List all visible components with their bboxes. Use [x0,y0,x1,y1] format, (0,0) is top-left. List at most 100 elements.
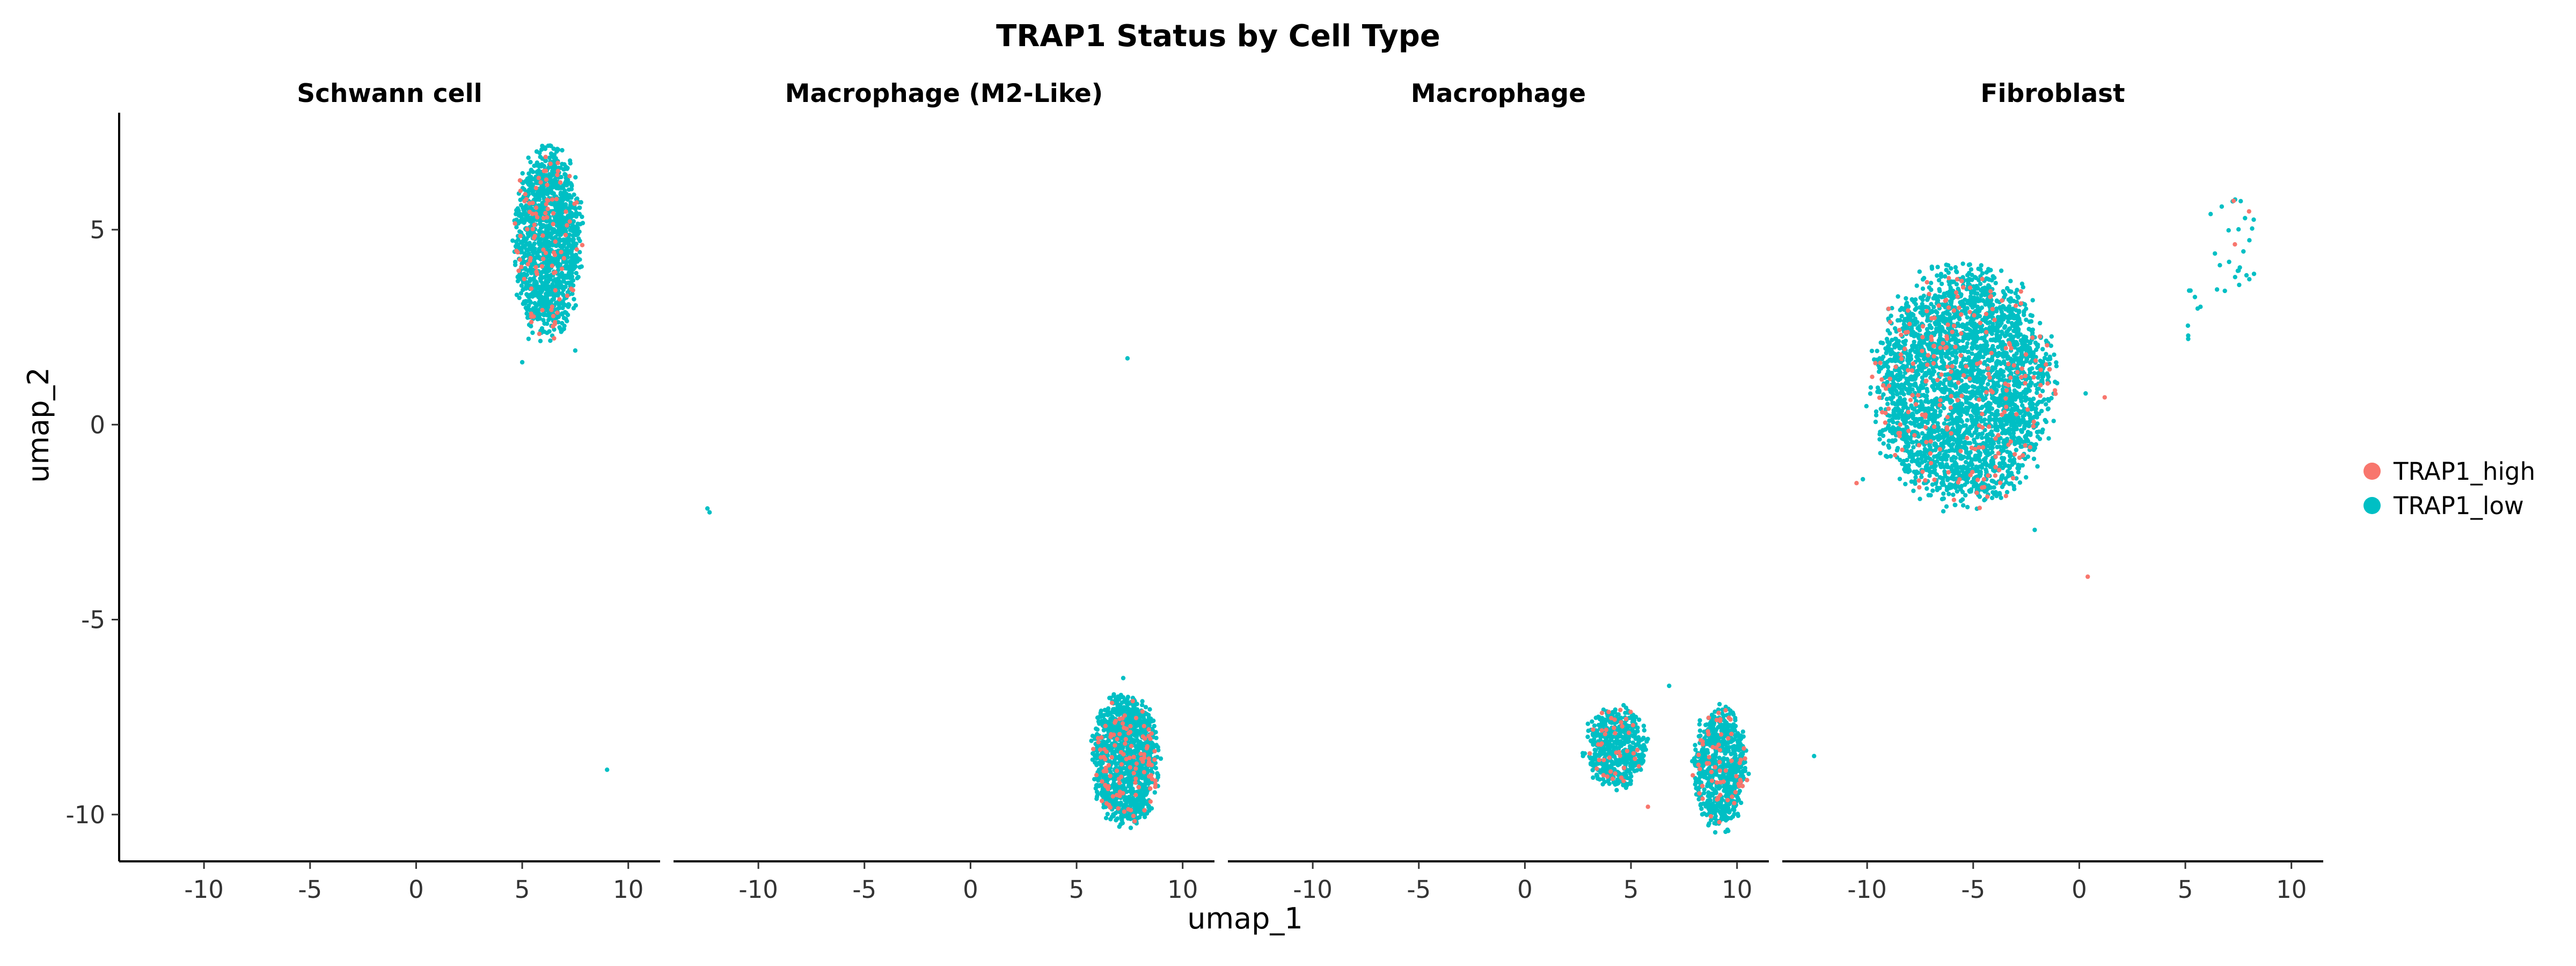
point-trap1-low [1594,772,1599,777]
point-trap1-low [541,318,546,323]
x-tick-label: -10 [1847,875,1887,904]
point-trap1-low [546,223,552,228]
point-trap1-low [568,181,573,186]
point-trap1-high [1606,709,1611,714]
point-trap1-low [1724,788,1729,793]
point-trap1-low [573,348,578,353]
point-trap1-low [532,282,537,287]
point-trap1-low [565,247,569,252]
point-trap1-low [560,148,565,153]
point-trap1-high [525,262,530,267]
point-trap1-low [556,218,561,224]
x-tick-label: -5 [852,875,876,904]
point-trap1-low [539,147,544,152]
point-trap1-low [570,233,576,238]
point-trap1-low [537,237,542,241]
point-trap1-low [1960,338,1965,343]
point-trap1-low [551,191,557,196]
point-trap1-high [1098,747,1103,752]
point-trap1-low [530,182,535,187]
point-trap1-low [1741,734,1746,739]
point-trap1-low [561,286,566,291]
point-trap1-low [520,239,525,244]
point-trap1-low [1593,715,1598,720]
point-trap1-low [1965,418,1970,423]
point-trap1-high [1726,736,1731,741]
point-trap1-high [1123,741,1128,746]
point-trap1-low [534,180,539,185]
point-trap1-high [545,182,550,187]
point-trap1-high [529,319,534,325]
point-trap1-low [1616,781,1621,786]
point-trap1-low [526,217,531,222]
point-trap1-high [514,248,519,253]
point-trap1-high [1700,739,1705,744]
point-trap1-low [1710,793,1715,798]
point-trap1-high [1141,770,1147,775]
point-trap1-high [1630,723,1636,728]
point-trap1-low [537,211,541,216]
point-trap1-low [540,188,545,193]
point-trap1-low [524,211,529,216]
point-trap1-low [554,280,559,285]
point-trap1-low [557,239,562,244]
point-trap1-low [526,155,531,160]
point-trap1-high [1148,786,1153,791]
point-trap1-high [1594,766,1599,771]
point-trap1-low [1600,723,1605,728]
facet-strip-label: Macrophage [1411,79,1586,108]
point-trap1-high [1608,769,1613,774]
point-trap1-low [1614,788,1619,793]
point-trap1-low [560,312,565,317]
point-trap1-high [1626,730,1631,735]
point-trap1-high [1707,755,1711,760]
point-trap1-low [1132,733,1137,738]
point-trap1-low [1700,757,1704,762]
x-tick-label: -10 [184,875,224,904]
point-trap1-low [542,299,547,305]
point-trap1-low [531,251,536,255]
point-trap1-high [1614,750,1619,755]
point-trap1-low [1699,773,1703,778]
point-trap1-low [559,270,565,276]
point-trap1-high [1113,719,1118,723]
point-trap1-low [579,200,583,205]
point-trap1-low [535,194,540,199]
point-trap1-low [1864,404,1869,408]
point-trap1-low [1941,491,1946,496]
point-trap1-high [518,188,523,193]
point-trap1-low [518,203,524,208]
point-trap1-high [1106,787,1110,792]
point-trap1-high [543,251,548,255]
point-trap1-low [1104,734,1109,738]
point-trap1-low [1622,741,1627,747]
point-trap1-high [551,211,556,216]
point-trap1-high [1116,777,1122,781]
point-trap1-high [533,186,539,191]
point-trap1-low [2000,485,2005,489]
point-trap1-low [575,225,580,231]
point-trap1-low [1898,308,1902,312]
point-trap1-high [1134,761,1139,766]
point-trap1-low [1718,725,1723,730]
point-trap1-low [550,181,555,186]
point-trap1-high [528,258,532,263]
point-trap1-high [1109,755,1114,760]
point-trap1-low [1899,313,1904,319]
point-trap1-high [555,172,560,178]
point-trap1-high [1133,780,1138,785]
point-trap1-high [1732,801,1737,806]
facet-panel: Fibroblast-10 -5 0 5 10 [1782,79,2323,904]
point-trap1-low [528,159,533,165]
point-trap1-low [1135,745,1139,751]
x-tick-label: 5 [515,875,530,904]
point-trap1-low [570,239,576,244]
point-trap1-low [550,153,555,158]
point-trap1-low [545,331,550,335]
x-tick-label: 0 [408,875,424,904]
point-trap1-low [1118,801,1123,806]
point-trap1-low [1637,759,1642,764]
point-trap1-low [562,162,567,167]
point-trap1-low [573,206,578,211]
point-trap1-low [565,265,570,270]
